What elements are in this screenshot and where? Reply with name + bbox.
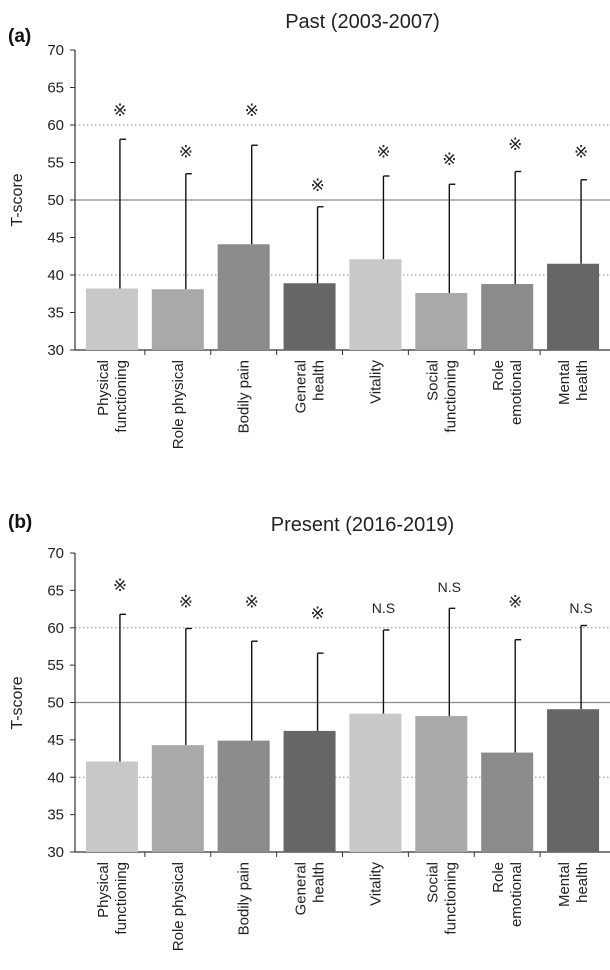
category-label: functioning xyxy=(113,360,130,433)
category-label: Physical xyxy=(95,862,112,918)
y-tick-label: 55 xyxy=(47,657,64,674)
bar xyxy=(85,288,138,350)
bar xyxy=(283,730,336,852)
category-label: functioning xyxy=(442,360,459,433)
bar xyxy=(217,244,270,350)
category-label: Social xyxy=(424,862,441,903)
bar xyxy=(415,715,468,852)
category-label: General xyxy=(293,862,310,915)
significance-mark: ※ xyxy=(442,150,456,170)
significance-mark: ※ xyxy=(179,593,193,613)
category-label: General xyxy=(293,360,310,413)
significance-mark: ※ xyxy=(245,101,259,121)
y-tick-label: 65 xyxy=(47,80,64,97)
bar xyxy=(349,259,402,350)
category-label: Physical xyxy=(95,360,112,416)
y-tick-label: 35 xyxy=(47,305,64,322)
category-label: Mental xyxy=(556,360,573,405)
panel-label: (a) xyxy=(8,26,31,47)
bar xyxy=(151,289,204,350)
category-label: Bodily pain xyxy=(236,360,253,433)
y-tick-label: 30 xyxy=(47,844,64,861)
category-label: functioning xyxy=(113,862,130,935)
bar xyxy=(415,293,468,350)
significance-mark: N.S xyxy=(372,600,395,616)
y-tick-label: 40 xyxy=(47,769,64,786)
y-tick-label: 65 xyxy=(47,582,64,599)
significance-mark: ※ xyxy=(310,176,324,196)
significance-mark: ※ xyxy=(574,142,588,162)
y-tick-label: 60 xyxy=(47,117,64,134)
category-label: Vitality xyxy=(367,360,384,404)
significance-mark: ※ xyxy=(376,142,390,162)
category-label: Bodily pain xyxy=(236,862,253,935)
category-label: Role physical xyxy=(170,360,187,449)
y-tick-label: 40 xyxy=(47,267,64,284)
bar xyxy=(217,740,270,852)
significance-mark: ※ xyxy=(508,593,522,613)
significance-mark: ※ xyxy=(179,142,193,162)
significance-mark: ※ xyxy=(113,576,127,596)
y-axis-label: T-score xyxy=(9,173,26,226)
chart-title: Present (2016-2019) xyxy=(271,514,454,536)
bar xyxy=(481,284,534,350)
bar xyxy=(85,761,138,852)
bar xyxy=(151,745,204,852)
significance-mark: ※ xyxy=(113,101,127,121)
y-axis-label: T-score xyxy=(9,676,26,729)
significance-mark: N.S xyxy=(569,600,592,616)
chart-title: Past (2003-2007) xyxy=(285,11,440,33)
significance-mark: N.S xyxy=(438,579,461,595)
y-tick-label: 45 xyxy=(47,732,64,749)
category-label: Social xyxy=(424,360,441,401)
category-label: health xyxy=(311,862,328,903)
y-tick-label: 30 xyxy=(47,342,64,359)
bar xyxy=(349,713,402,852)
category-label: Role xyxy=(490,360,507,391)
bar xyxy=(547,263,600,350)
category-label: health xyxy=(574,360,591,401)
y-tick-label: 55 xyxy=(47,155,64,172)
y-tick-label: 35 xyxy=(47,807,64,824)
bar xyxy=(283,283,336,350)
bar xyxy=(547,709,600,852)
y-tick-label: 70 xyxy=(47,42,64,59)
category-label: Mental xyxy=(556,862,573,907)
category-label: Role xyxy=(490,862,507,893)
category-label: emotional xyxy=(508,862,525,927)
y-tick-label: 50 xyxy=(47,192,64,209)
y-tick-label: 60 xyxy=(47,620,64,637)
significance-mark: ※ xyxy=(245,593,259,613)
y-tick-label: 70 xyxy=(47,545,64,562)
category-label: Vitality xyxy=(367,862,384,906)
significance-mark: ※ xyxy=(508,135,522,155)
category-label: Role physical xyxy=(170,862,187,951)
significance-mark: ※ xyxy=(310,604,324,624)
panel-label: (b) xyxy=(8,512,32,533)
category-label: health xyxy=(311,360,328,401)
category-label: health xyxy=(574,862,591,903)
y-tick-label: 45 xyxy=(47,230,64,247)
bar xyxy=(481,752,534,852)
category-label: functioning xyxy=(442,862,459,935)
category-label: emotional xyxy=(508,360,525,425)
y-tick-label: 50 xyxy=(47,695,64,712)
